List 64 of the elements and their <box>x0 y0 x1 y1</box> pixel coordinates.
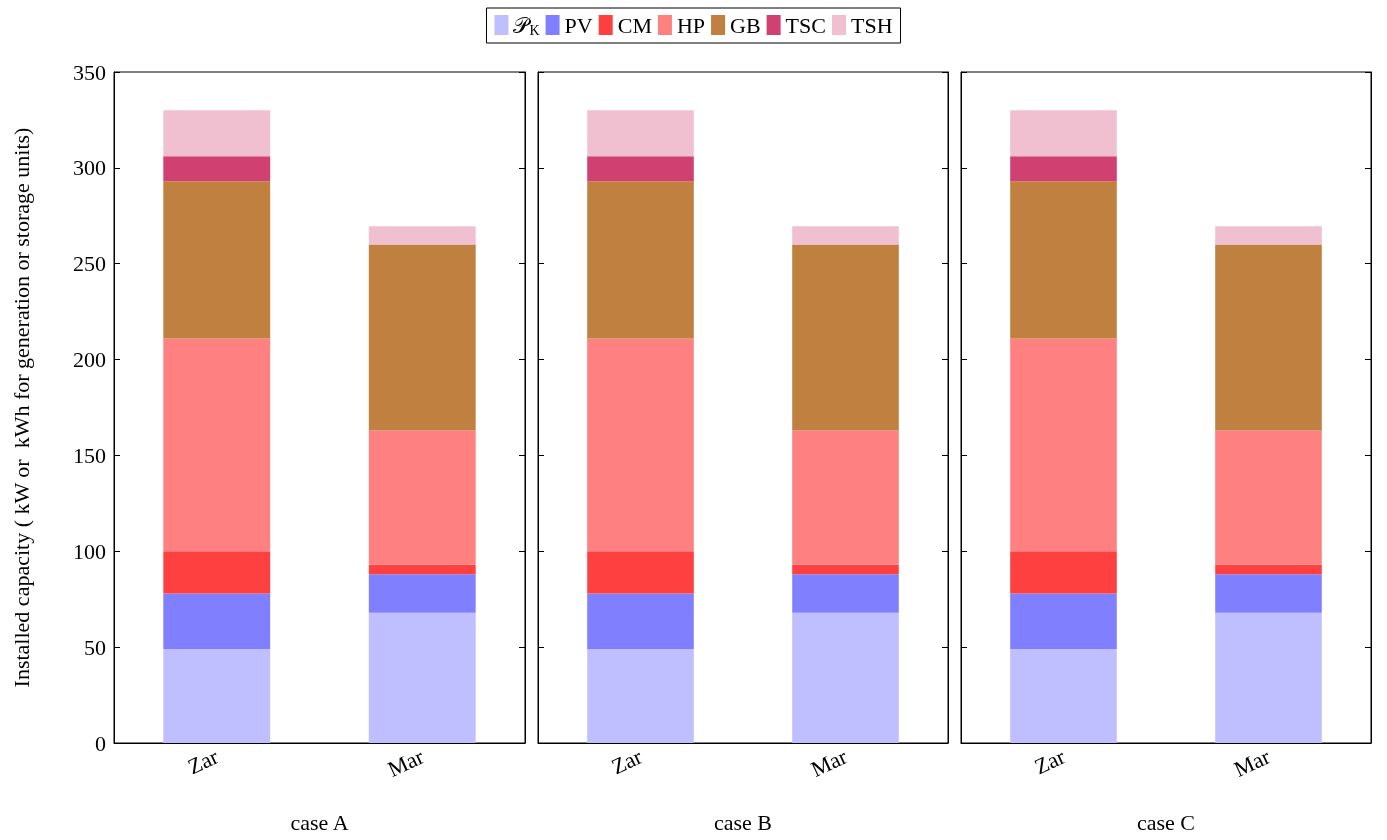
bar <box>792 430 899 565</box>
y-tick-label: 0 <box>95 730 106 756</box>
bar <box>1010 156 1117 182</box>
y-tick-label: 150 <box>73 442 106 468</box>
y-tick-label: 50 <box>84 634 106 660</box>
y-tick-label: 100 <box>73 538 106 564</box>
y-tick-label: 350 <box>73 59 106 85</box>
x-axis-title: case A <box>290 809 349 835</box>
y-tick-label: 200 <box>73 347 106 373</box>
bar <box>1215 430 1322 565</box>
bar <box>587 338 694 552</box>
bar <box>587 593 694 650</box>
bar <box>163 649 271 743</box>
legend-label: CM <box>617 12 652 38</box>
bar <box>1010 338 1117 552</box>
bar <box>163 551 271 594</box>
bar <box>163 110 271 157</box>
bar <box>1215 574 1322 613</box>
bar <box>587 110 694 157</box>
x-tick-label: Zar <box>1030 743 1070 780</box>
bar <box>1215 226 1322 245</box>
legend-label: TSH <box>850 12 893 38</box>
bar <box>587 649 694 743</box>
legend-label: GB <box>730 12 761 38</box>
y-tick-label: 250 <box>73 251 106 277</box>
y-tick-label: 300 <box>73 155 106 181</box>
x-tick-label: Mar <box>807 743 852 782</box>
bar <box>163 593 271 650</box>
bar <box>792 244 899 431</box>
bar <box>792 226 899 245</box>
bar <box>792 612 899 743</box>
bar <box>587 551 694 594</box>
bar <box>1010 110 1117 157</box>
bar <box>587 156 694 182</box>
x-axis-title: case B <box>713 809 773 835</box>
x-tick-label: Zar <box>183 743 223 780</box>
bar <box>1215 244 1322 431</box>
bar <box>163 181 271 339</box>
bar <box>1215 612 1322 743</box>
bar <box>368 612 476 743</box>
legend-label: TSC <box>785 12 826 38</box>
bar <box>1010 181 1117 339</box>
bar <box>1010 593 1117 650</box>
bar <box>792 574 899 613</box>
y-axis-title: Installed capacity ( kW or kWh for generation or storage units) <box>8 127 34 688</box>
bar <box>1010 649 1117 743</box>
bar <box>792 564 899 575</box>
legend-label: HP <box>676 12 706 38</box>
bar <box>368 564 476 575</box>
bar <box>1010 551 1117 594</box>
bar <box>368 226 476 245</box>
bar <box>587 181 694 339</box>
bar <box>368 430 476 565</box>
x-tick-label: Mar <box>383 743 429 782</box>
legend-label: PV <box>564 12 593 38</box>
x-tick-label: Zar <box>607 743 647 780</box>
bar <box>163 156 271 182</box>
bar <box>1215 564 1322 575</box>
bar <box>368 244 476 431</box>
x-tick-label: Mar <box>1230 743 1275 782</box>
bar <box>368 574 476 613</box>
legend-label: 𝒫K <box>513 12 540 38</box>
bar <box>163 338 271 552</box>
x-axis-title: case C <box>1136 809 1196 835</box>
